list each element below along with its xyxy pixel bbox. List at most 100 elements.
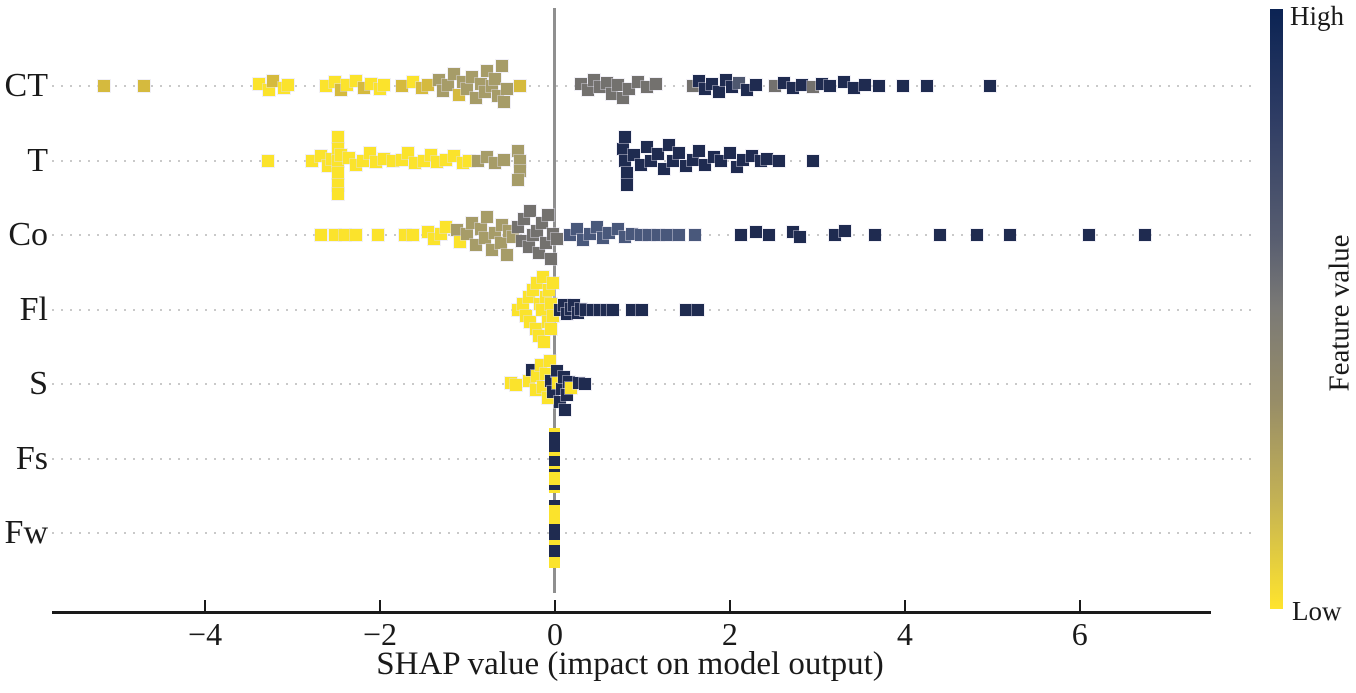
data-point	[772, 154, 785, 167]
data-point	[570, 223, 583, 235]
data-point	[550, 233, 563, 245]
data-point	[1003, 229, 1016, 241]
data-point	[680, 303, 693, 316]
data-point	[617, 142, 630, 155]
data-point	[494, 237, 507, 249]
data-point	[869, 229, 882, 241]
row-gridline	[52, 308, 1256, 311]
x-axis-tick-label: −4	[188, 616, 223, 652]
data-point	[402, 146, 414, 159]
data-point	[897, 80, 910, 92]
data-point	[549, 465, 561, 469]
data-point	[498, 96, 511, 108]
data-point	[538, 335, 551, 348]
data-point	[687, 153, 700, 166]
data-point	[549, 451, 561, 456]
row-gridline	[52, 457, 1256, 460]
x-axis-title: SHAP value (impact on model output)	[376, 646, 884, 682]
data-point	[315, 229, 328, 241]
data-point	[693, 144, 706, 157]
data-point	[372, 229, 385, 241]
data-point	[549, 540, 561, 545]
data-point	[688, 229, 701, 241]
data-point	[582, 84, 595, 96]
data-point	[549, 427, 561, 432]
data-point	[735, 229, 748, 241]
y-axis-label: T	[27, 141, 48, 179]
data-point	[253, 78, 266, 90]
data-point	[1138, 229, 1151, 241]
x-axis-tick-label: 4	[896, 616, 913, 652]
data-point	[536, 270, 549, 283]
data-point	[636, 303, 649, 316]
y-axis-label: S	[29, 365, 48, 402]
data-point	[549, 455, 561, 466]
data-point	[549, 524, 561, 540]
data-point	[544, 322, 557, 335]
data-point	[660, 229, 673, 241]
data-point	[750, 226, 763, 238]
data-point	[328, 229, 341, 241]
data-point	[332, 166, 345, 179]
x-axis-tick	[728, 600, 731, 611]
data-point	[611, 79, 624, 91]
data-point	[549, 545, 561, 557]
x-axis-tick-label: 0	[546, 616, 563, 652]
data-point	[824, 80, 837, 92]
data-point	[498, 153, 511, 166]
data-point	[872, 80, 885, 92]
data-point	[828, 229, 841, 241]
data-point	[549, 489, 561, 493]
data-point	[522, 241, 535, 253]
data-point	[332, 187, 345, 200]
y-axis-label: CT	[4, 67, 48, 104]
data-point	[618, 130, 631, 143]
y-axis-label: Fw	[4, 514, 48, 551]
data-point	[98, 80, 111, 92]
data-point	[442, 79, 455, 91]
data-point	[859, 79, 872, 91]
x-axis-line	[52, 611, 1211, 614]
row-gridline	[52, 383, 1256, 385]
data-point	[314, 149, 327, 162]
data-point	[267, 75, 280, 87]
data-point	[750, 79, 763, 91]
data-point	[634, 158, 647, 171]
data-point	[535, 303, 548, 316]
x-axis-tick	[1078, 600, 1081, 611]
data-point	[544, 253, 557, 265]
data-point	[480, 211, 493, 223]
data-point	[478, 232, 491, 244]
data-point	[662, 138, 675, 151]
data-point	[673, 229, 686, 241]
data-point	[1082, 229, 1095, 241]
data-point	[500, 83, 513, 95]
data-point	[549, 431, 561, 452]
x-axis-tick	[379, 600, 382, 611]
data-point	[837, 76, 850, 88]
data-point	[983, 80, 996, 92]
data-point	[627, 148, 640, 161]
data-point	[601, 77, 614, 89]
data-point	[524, 205, 537, 217]
colorbar-title: Feature value	[1323, 234, 1356, 392]
data-point	[137, 80, 150, 92]
data-point	[282, 79, 295, 91]
data-point	[760, 152, 773, 165]
data-point	[920, 80, 933, 92]
y-axis-label: Co	[8, 216, 48, 253]
colorbar-high-label: High	[1290, 1, 1344, 31]
x-axis-tick	[903, 600, 906, 611]
data-point	[332, 130, 345, 143]
data-point	[839, 225, 852, 237]
data-point	[512, 144, 525, 157]
x-axis-tick	[553, 600, 556, 611]
data-point	[691, 303, 704, 316]
data-point	[620, 178, 633, 191]
data-point	[450, 224, 463, 236]
data-point	[461, 228, 474, 240]
data-point	[510, 379, 523, 391]
y-axis-label: Fl	[19, 290, 48, 328]
data-point	[540, 237, 553, 249]
data-point	[848, 82, 861, 94]
